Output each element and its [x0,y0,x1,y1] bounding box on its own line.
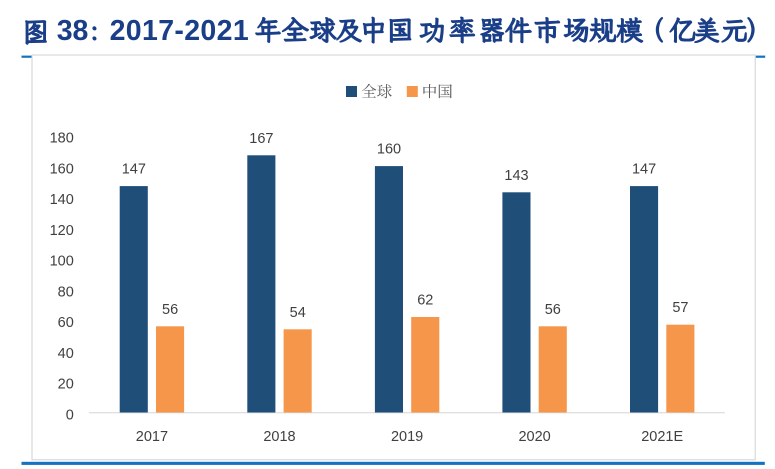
svg-text:2021E: 2021E [641,429,683,445]
svg-text:160: 160 [377,142,401,158]
svg-text:167: 167 [249,131,273,147]
svg-text:160: 160 [50,162,74,178]
svg-text:62: 62 [417,293,433,309]
svg-text:2018: 2018 [263,429,295,445]
svg-text:147: 147 [632,162,656,178]
svg-text:56: 56 [545,302,561,318]
svg-text:147: 147 [122,162,146,178]
svg-text:57: 57 [672,300,688,316]
svg-text:38: 38 [57,15,89,47]
svg-text:60: 60 [58,315,74,331]
svg-text:20: 20 [58,377,74,393]
svg-text:56: 56 [162,302,178,318]
svg-text:140: 140 [50,192,74,208]
svg-text:120: 120 [50,223,74,239]
svg-text:2019: 2019 [391,429,423,445]
svg-text:80: 80 [58,284,74,300]
svg-text:2017: 2017 [136,429,168,445]
svg-text:100: 100 [50,254,74,270]
svg-text:180: 180 [50,131,74,147]
svg-text:2017-2021: 2017-2021 [110,15,249,47]
svg-text:0: 0 [66,407,74,423]
svg-text:143: 143 [504,168,528,184]
svg-text:2020: 2020 [518,429,550,445]
svg-text:40: 40 [58,346,74,362]
svg-text:54: 54 [290,305,306,321]
